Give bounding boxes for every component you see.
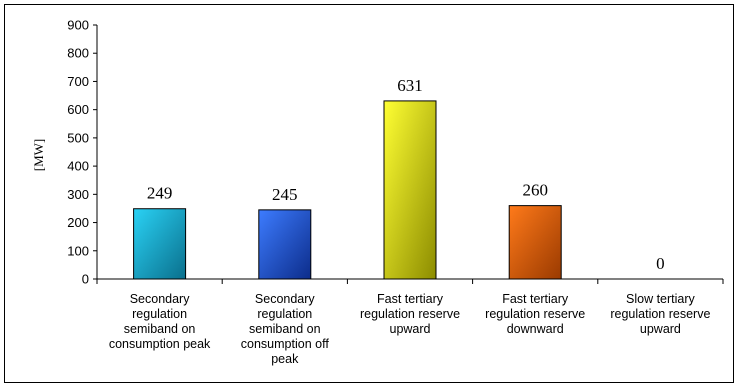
y-tick-label: 300 bbox=[67, 187, 89, 202]
y-tick-label: 100 bbox=[67, 243, 89, 258]
data-labels: 249 245 631 260 0 bbox=[147, 76, 665, 273]
y-tick-label: 0 bbox=[82, 272, 89, 287]
bar bbox=[133, 208, 187, 280]
y-tick-label: 400 bbox=[67, 159, 89, 174]
chart-frame: 0 100 200 300 400 500 600 700 800 900 249 245 631 26… bbox=[4, 4, 734, 383]
category-label: Fast tertiary regulation reserve downward bbox=[485, 292, 585, 336]
category-label: Secondary regulation semiband on consumptio… bbox=[109, 292, 211, 351]
data-label: 245 bbox=[272, 185, 298, 204]
y-tick-label: 500 bbox=[67, 130, 89, 145]
y-tick-label: 900 bbox=[67, 18, 89, 33]
data-label: 631 bbox=[397, 76, 423, 95]
category-label: Secondary regulation semiband on consumptio… bbox=[241, 292, 330, 366]
data-label: 249 bbox=[147, 184, 173, 203]
bar bbox=[508, 205, 562, 280]
y-tick-label: 700 bbox=[67, 74, 89, 89]
data-label: 260 bbox=[522, 181, 548, 200]
data-label: 0 bbox=[656, 254, 665, 273]
bar bbox=[258, 209, 312, 280]
bars bbox=[133, 100, 562, 280]
category-label: Slow tertiary regulation reserve upward bbox=[610, 292, 710, 336]
y-axis-label: [MW] bbox=[31, 139, 46, 172]
y-tick-label: 200 bbox=[67, 215, 89, 230]
category-label: Fast tertiary regulation reserve upward bbox=[360, 292, 460, 336]
y-axis-ticks: 0 100 200 300 400 500 600 700 800 900 bbox=[67, 18, 97, 287]
bar-chart: 0 100 200 300 400 500 600 700 800 900 249 245 631 26… bbox=[31, 18, 724, 366]
y-tick-label: 600 bbox=[67, 102, 89, 117]
bar bbox=[383, 100, 437, 280]
category-labels: Secondary regulation semiband on consumptio… bbox=[109, 292, 711, 366]
y-tick-label: 800 bbox=[67, 46, 89, 61]
